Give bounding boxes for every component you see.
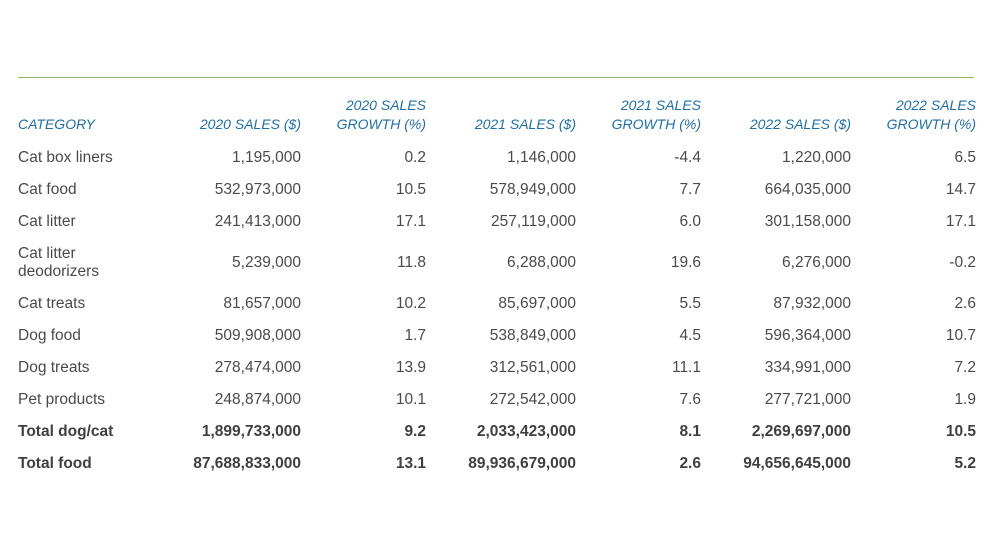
value-cell: 596,364,000 <box>764 327 851 344</box>
table-row: Cat litter deodorizers 5,239,000 11.8 6,288… <box>18 238 976 288</box>
value-cell: 664,035,000 <box>764 181 851 198</box>
table-body: Cat box liners 1,195,000 0.2 1,146,000 -4.4 1… <box>18 142 976 480</box>
value-cell: 14.7 <box>945 181 976 198</box>
column-header: CATEGORY <box>18 116 96 132</box>
category-cell: Cat food <box>18 181 77 198</box>
value-cell: 5.5 <box>679 295 701 312</box>
value-cell: 10.7 <box>945 327 976 344</box>
category-cell: Cat litter deodorizers <box>18 245 99 280</box>
value-cell: 578,949,000 <box>489 181 576 198</box>
table-row: Pet products 248,874,000 10.1 272,542,000 7.… <box>18 384 976 416</box>
value-cell: 10.1 <box>395 391 426 408</box>
top-divider <box>18 77 974 78</box>
value-cell: 81,657,000 <box>223 295 301 312</box>
value-cell: 0.2 <box>404 149 426 166</box>
value-cell: 7.2 <box>954 359 976 376</box>
column-header: 2020 SALES GROWTH (%) <box>336 97 426 132</box>
value-cell: 248,874,000 <box>214 391 301 408</box>
category-cell: Cat treats <box>18 295 86 312</box>
value-cell: 5,239,000 <box>232 254 301 271</box>
category-cell: Total dog/cat <box>18 423 114 440</box>
value-cell: 1,146,000 <box>507 149 576 166</box>
category-cell: Cat box liners <box>18 149 113 166</box>
value-cell: 5.2 <box>954 455 976 472</box>
header-row: CATEGORY 2020 SALES ($) 2020 SALES GROWT… <box>18 96 976 142</box>
value-cell: 10.5 <box>945 423 976 440</box>
value-cell: 1.9 <box>954 391 976 408</box>
column-header: 2020 SALES ($) <box>199 116 301 132</box>
value-cell: 334,991,000 <box>764 359 851 376</box>
value-cell: 2,033,423,000 <box>476 423 576 440</box>
value-cell: 89,936,679,000 <box>468 455 576 472</box>
value-cell: 87,688,833,000 <box>193 455 301 472</box>
value-cell: 6,288,000 <box>507 254 576 271</box>
column-header: 2021 SALES ($) <box>474 116 576 132</box>
column-header: 2022 SALES ($) <box>749 116 851 132</box>
value-cell: 2,269,697,000 <box>751 423 851 440</box>
value-cell: -4.4 <box>674 149 701 166</box>
value-cell: 6.5 <box>954 149 976 166</box>
total-row: Total food 87,688,833,000 13.1 89,936,679,0… <box>18 448 976 480</box>
table-row: Cat food 532,973,000 10.5 578,949,000 7.7 664… <box>18 174 976 206</box>
value-cell: 532,973,000 <box>214 181 301 198</box>
value-cell: 257,119,000 <box>490 213 576 230</box>
value-cell: 11.1 <box>671 359 701 376</box>
category-cell: Total food <box>18 455 92 472</box>
value-cell: 301,158,000 <box>764 213 851 230</box>
table-row: Dog food 509,908,000 1.7 538,849,000 4.5 596,… <box>18 320 976 352</box>
value-cell: 13.9 <box>395 359 426 376</box>
value-cell: 17.1 <box>395 213 426 230</box>
value-cell: 277,721,000 <box>764 391 851 408</box>
value-cell: 538,849,000 <box>489 327 576 344</box>
value-cell: 278,474,000 <box>214 359 301 376</box>
value-cell: 17.1 <box>945 213 976 230</box>
value-cell: 2.6 <box>679 455 701 472</box>
value-cell: 19.6 <box>670 254 701 271</box>
value-cell: 1,220,000 <box>782 149 851 166</box>
value-cell: 509,908,000 <box>214 327 301 344</box>
value-cell: 13.1 <box>395 455 426 472</box>
table-row: Cat box liners 1,195,000 0.2 1,146,000 -4.4 1… <box>18 142 976 174</box>
category-cell: Pet products <box>18 391 106 408</box>
column-header: 2021 SALES GROWTH (%) <box>611 97 701 132</box>
value-cell: -0.2 <box>949 254 976 271</box>
value-cell: 272,542,000 <box>489 391 576 408</box>
table-row: Dog treats 278,474,000 13.9 312,561,000 11.1… <box>18 352 976 384</box>
value-cell: 7.7 <box>679 181 701 198</box>
total-row: Total dog/cat 1,899,733,000 9.2 2,033,423,0… <box>18 416 976 448</box>
value-cell: 241,413,000 <box>214 213 301 230</box>
table-row: Cat litter 241,413,000 17.1 257,119,000 6.0 3… <box>18 206 976 238</box>
value-cell: 1,899,733,000 <box>201 423 301 440</box>
value-cell: 10.2 <box>395 295 426 312</box>
value-cell: 6.0 <box>679 213 701 230</box>
category-cell: Dog treats <box>18 359 90 376</box>
value-cell: 6,276,000 <box>782 254 851 271</box>
value-cell: 2.6 <box>954 295 976 312</box>
value-cell: 87,932,000 <box>773 295 851 312</box>
category-cell: Dog food <box>18 327 81 344</box>
value-cell: 8.1 <box>679 423 701 440</box>
value-cell: 1.7 <box>404 327 426 344</box>
value-cell: 94,656,645,000 <box>743 455 851 472</box>
value-cell: 7.6 <box>679 391 701 408</box>
value-cell: 1,195,000 <box>232 149 301 166</box>
value-cell: 9.2 <box>404 423 426 440</box>
value-cell: 11.8 <box>396 254 426 271</box>
value-cell: 312,561,000 <box>489 359 576 376</box>
category-cell: Cat litter <box>18 213 76 230</box>
value-cell: 85,697,000 <box>498 295 576 312</box>
value-cell: 10.5 <box>395 181 426 198</box>
value-cell: 4.5 <box>679 327 701 344</box>
column-header: 2022 SALES GROWTH (%) <box>886 97 976 132</box>
sales-table: CATEGORY 2020 SALES ($) 2020 SALES GROWT… <box>18 96 976 480</box>
table-row: Cat treats 81,657,000 10.2 85,697,000 5.5 87,… <box>18 288 976 320</box>
